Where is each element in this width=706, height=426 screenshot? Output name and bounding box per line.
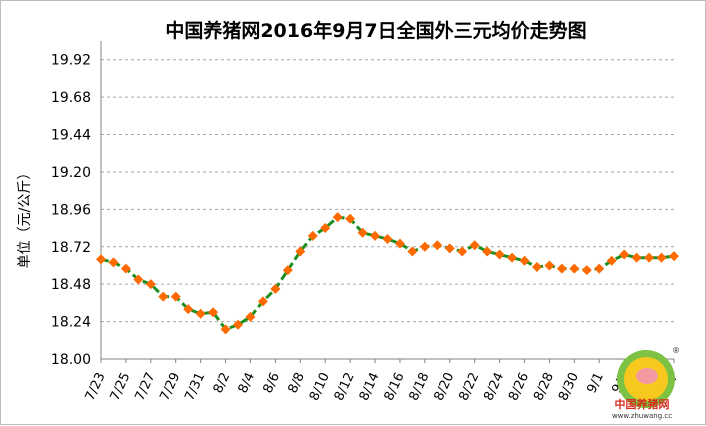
data-point-marker (195, 308, 206, 319)
data-point-marker (158, 291, 169, 302)
x-tick-label: 8/18 (407, 370, 433, 403)
data-point-marker (507, 252, 518, 263)
data-point-marker (407, 246, 418, 257)
axes (100, 41, 675, 363)
data-point-marker (606, 255, 617, 266)
data-point-marker (257, 296, 268, 307)
zhuwang-logo: 中国养猪网 www.zhuwang.cc ® (612, 346, 680, 420)
data-point-marker (282, 265, 293, 276)
data-point-marker (544, 260, 555, 271)
pig-icon (636, 368, 658, 384)
data-point-marker (145, 279, 156, 290)
data-point-marker (208, 307, 219, 318)
data-point-marker (669, 251, 679, 262)
data-point-marker (531, 262, 542, 273)
logo-name: 中国养猪网 (615, 397, 670, 411)
data-point-marker (270, 283, 281, 294)
data-point-marker (108, 257, 119, 268)
data-point-marker (581, 265, 592, 276)
y-tick-label: 18.96 (51, 202, 91, 218)
data-point-marker (183, 304, 194, 315)
data-point-marker (457, 246, 468, 257)
x-tick-label: 8/6 (261, 370, 283, 395)
y-tick-labels: 18.00 18.24 18.48 18.72 18.96 19.20 19.44 19.68… (51, 53, 91, 368)
data-point-marker (419, 241, 430, 252)
x-tick-label: 7/27 (133, 370, 159, 403)
logo-registered-mark: ® (672, 346, 680, 355)
data-point-marker (332, 212, 343, 223)
x-tick-label: 8/26 (506, 370, 532, 403)
data-point-marker (370, 230, 381, 241)
gridlines (101, 59, 674, 323)
data-point-marker (307, 230, 318, 241)
data-point-marker (382, 233, 393, 244)
data-point-marker (133, 274, 144, 285)
y-tick-label: 18.72 (51, 240, 91, 256)
x-tick-label: 7/25 (108, 370, 134, 403)
data-point-marker (96, 254, 106, 265)
data-point-marker (482, 246, 493, 257)
data-point-marker (519, 255, 530, 266)
y-tick-label: 18.24 (51, 315, 91, 331)
y-tick-label: 19.68 (51, 90, 91, 106)
y-tick-label: 19.20 (51, 165, 91, 181)
x-tick-labels: 7/237/257/277/297/31 8/2 8/4 8/6 8/88/108/12… (83, 370, 682, 403)
x-tick-label: 9/1 (584, 370, 606, 395)
y-tick-label: 19.44 (51, 128, 91, 144)
x-tick-label: 8/28 (531, 370, 557, 403)
x-tick-label: 7/29 (157, 370, 183, 403)
data-point-marker (394, 238, 405, 249)
data-point-marker (494, 249, 505, 260)
x-tick-label: 8/10 (307, 370, 333, 403)
data-point-marker (444, 243, 455, 254)
x-tick-label: 8/8 (285, 370, 307, 395)
x-tick-label: 8/14 (357, 370, 383, 403)
data-point-marker (432, 240, 443, 251)
data-point-marker (556, 263, 567, 274)
data-point-marker (656, 252, 667, 263)
data-point-marker (295, 246, 306, 257)
data-point-marker (245, 311, 256, 322)
y-tick-label: 18.48 (51, 277, 91, 293)
data-point-marker (357, 227, 368, 238)
x-tick-label: 8/12 (332, 370, 358, 403)
data-point-marker (345, 213, 356, 224)
x-tick-label: 8/2 (211, 370, 233, 395)
data-point-marker (619, 249, 630, 260)
series-markers (96, 212, 679, 335)
data-point-marker (594, 263, 605, 274)
x-tick-label: 8/30 (556, 370, 582, 403)
x-tick-label: 8/4 (236, 370, 258, 395)
data-point-marker (233, 319, 244, 330)
data-point-marker (120, 263, 131, 274)
data-point-marker (320, 223, 331, 234)
x-tick-label: 8/16 (382, 370, 408, 403)
y-axis-label: 单位（元/公斤） (17, 166, 33, 269)
x-tick-label: 8/20 (431, 370, 457, 403)
logo-url: www.zhuwang.cc (612, 412, 672, 420)
x-tick-label: 8/22 (456, 370, 482, 403)
y-tick-label: 19.92 (51, 53, 91, 69)
chart-title: 中国养猪网2016年9月7日全国外三元均价走势图 (165, 19, 586, 42)
x-tick-label: 8/24 (481, 370, 507, 403)
data-point-marker (631, 252, 642, 263)
x-tick-label: 7/31 (182, 370, 208, 403)
data-point-marker (220, 324, 231, 335)
data-point-marker (644, 252, 655, 263)
data-point-marker (170, 291, 181, 302)
y-tick-label: 18.00 (51, 352, 91, 368)
data-point-marker (569, 263, 580, 274)
x-tick-label: 7/23 (83, 370, 109, 403)
data-point-marker (469, 240, 480, 251)
